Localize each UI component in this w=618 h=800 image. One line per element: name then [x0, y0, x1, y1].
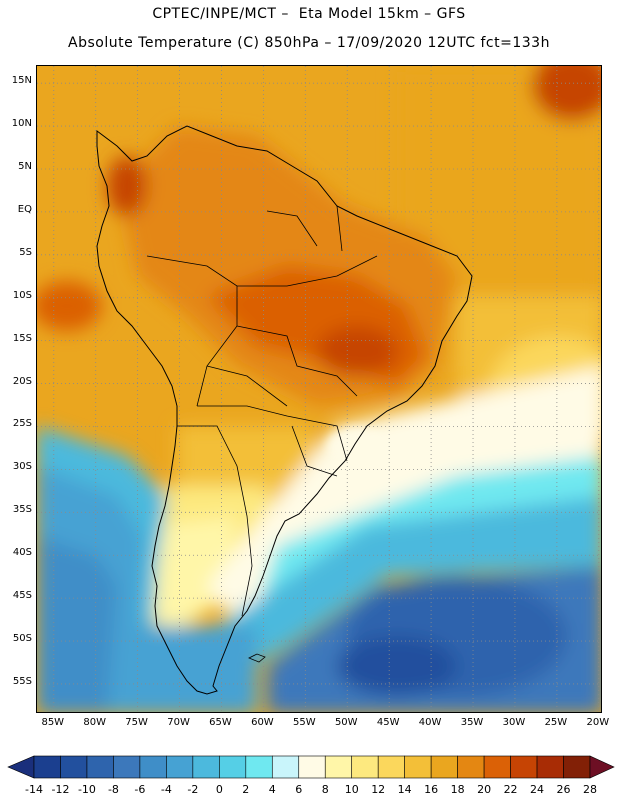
colorbar-tick-label: -2 [187, 783, 199, 796]
colorbar-swatch [271, 755, 300, 779]
colorbar-swatch [60, 755, 88, 779]
colorbar-swatch [377, 755, 405, 779]
chart-title-line2: Absolute Temperature (C) 850hPa – 17/09/… [68, 35, 550, 51]
colorbar-swatch [510, 755, 538, 779]
map-grid [37, 66, 601, 712]
colorbar-swatch [219, 755, 247, 779]
colorbar-tick-label: 16 [424, 783, 439, 796]
colorbar-swatch [33, 755, 61, 779]
lat-label: 30S [12, 461, 32, 473]
colorbar-tick-label: -6 [134, 783, 146, 796]
colorbar-overflow-arrow [589, 755, 615, 779]
lon-label: 50W [334, 717, 358, 728]
lon-label: 20W [586, 717, 610, 728]
lon-label: 75W [125, 717, 148, 728]
colorbar-swatch [113, 755, 141, 779]
lon-label: 85W [41, 717, 65, 728]
colorbar-tick-label: 10 [344, 783, 359, 796]
chart-title-line1: CPTEC/INPE/MCT – Eta Model 15km – GFS [152, 6, 466, 22]
field-sa-cyan [217, 496, 601, 686]
lat-label: 15S [12, 332, 32, 344]
lat-label: 10S [12, 289, 32, 301]
colorbar-swatch [298, 755, 326, 779]
field-ne-hot [532, 66, 601, 121]
colorbar-tick-label: 24 [530, 783, 545, 796]
colorbar-swatch [324, 755, 353, 779]
colorbar-swatch [192, 755, 220, 779]
lat-label: 15N [11, 75, 32, 87]
colorbar-tick-label: -14 [25, 783, 43, 796]
colorbar-tick-label: 2 [242, 783, 250, 796]
lat-label: 5S [19, 246, 32, 258]
lat-label: 5N [18, 160, 32, 172]
lat-label: 20S [12, 375, 32, 387]
lat-label: 50S [12, 633, 32, 645]
colorbar-tick-label: 6 [295, 783, 303, 796]
colorbar-tick-label: 20 [477, 783, 492, 796]
lat-label: 40S [12, 547, 32, 559]
colorbar-tick-label: 22 [503, 783, 518, 796]
lat-label: 25S [12, 418, 32, 430]
field-hotspot [317, 326, 397, 376]
field-pacific-warm [37, 281, 102, 331]
colorbar-swatch [86, 755, 114, 779]
colorbar-swatch [457, 755, 485, 779]
field-sa-deepest [337, 636, 457, 696]
country-borders [146, 205, 378, 617]
colorbar-tick-label: -10 [77, 783, 96, 796]
lon-label: 60W [251, 717, 274, 728]
lat-label: EQ [17, 203, 32, 215]
lat-label: 45S [12, 590, 32, 602]
lon-label: 40W [418, 717, 442, 728]
colorbar-swatch [430, 755, 458, 779]
colorbar-tick-label: 26 [556, 783, 571, 796]
colorbar-tick-label: -8 [107, 783, 119, 796]
field-patagonia-pale [147, 516, 237, 646]
lon-label: 65W [209, 717, 232, 728]
colorbar-swatch [404, 755, 432, 779]
lon-label: 25W [544, 717, 568, 728]
colorbar-tick-label: 0 [215, 783, 223, 796]
field-pacific-blue [37, 536, 117, 712]
falklands [248, 653, 266, 663]
colorbar-tick-label: 4 [268, 783, 276, 796]
temperature-map [36, 65, 602, 713]
colorbar-tick-label: 12 [371, 783, 386, 796]
colorbar-swatch [563, 755, 591, 779]
colorbar-tick-label: -4 [160, 783, 172, 796]
lon-label: 80W [83, 717, 106, 728]
lon-label: 30W [502, 717, 526, 728]
lat-label: 35S [12, 504, 32, 516]
colorbar-tick-label: 14 [397, 783, 412, 796]
colorbar-tick-label: -12 [51, 783, 70, 796]
colorbar-swatch [351, 755, 379, 779]
colorbar-tick-label: 18 [450, 783, 465, 796]
field-nw-hot [107, 156, 147, 216]
coastline [96, 125, 473, 695]
field-coast-pale [327, 428, 387, 464]
lon-label: 35W [460, 717, 484, 728]
lat-label: 10N [11, 118, 32, 130]
colorbar-tick-label: 28 [583, 783, 597, 796]
lon-label: 70W [167, 717, 190, 728]
map-canvas [37, 66, 601, 712]
lat-label: 55S [12, 675, 32, 687]
colorbar-swatch [139, 755, 167, 779]
lon-label: 55W [293, 717, 316, 728]
colorbar-swatch [536, 755, 564, 779]
colorbar-tick-label: 8 [321, 783, 329, 796]
colorbar-swatch [166, 755, 194, 779]
colorbar-swatches [7, 755, 615, 779]
colorbar-swatch [483, 755, 511, 779]
field-tip-cyan [137, 626, 257, 712]
lon-label: 45W [376, 717, 400, 728]
colorbar-swatch [245, 755, 273, 779]
colorbar-underflow-arrow [7, 755, 35, 779]
